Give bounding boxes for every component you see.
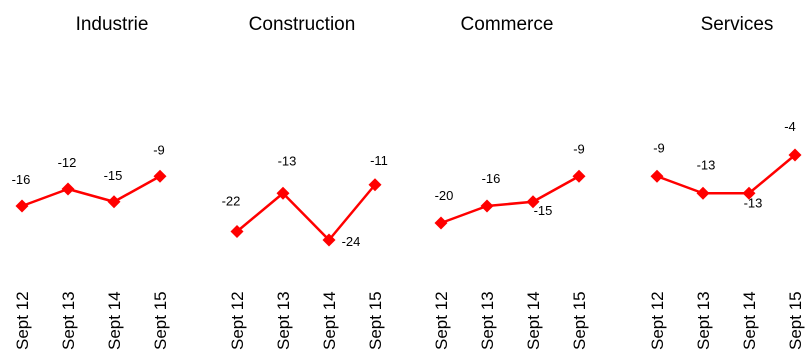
data-point-marker — [480, 199, 494, 213]
x-tick-label: Sept 12 — [432, 291, 451, 350]
data-label: -22 — [222, 194, 241, 209]
x-tick-label: Sept 14 — [105, 291, 124, 350]
data-label: -13 — [744, 195, 763, 210]
x-tick-label: Sept 13 — [694, 291, 713, 350]
x-tick-label: Sept 14 — [524, 291, 543, 350]
data-label: -13 — [697, 157, 716, 172]
data-point-marker — [742, 186, 756, 200]
data-label: -9 — [653, 140, 665, 155]
data-label: -20 — [435, 188, 454, 203]
data-label: -24 — [342, 234, 361, 249]
x-tick-label: Sept 13 — [478, 291, 497, 350]
data-point-marker — [434, 216, 448, 230]
data-label: -13 — [278, 153, 297, 168]
chart-title-commerce: Commerce — [461, 14, 554, 35]
data-label: -9 — [573, 141, 585, 156]
data-point-marker — [526, 195, 540, 209]
x-tick-label: Sept 15 — [151, 291, 170, 350]
chart-title-services: Services — [701, 14, 774, 35]
data-point-marker — [15, 199, 29, 213]
data-label: -12 — [58, 155, 77, 170]
data-point-marker — [276, 186, 290, 200]
x-tick-label: Sept 15 — [786, 291, 805, 350]
data-label: -9 — [153, 142, 165, 157]
chart-title-construction: Construction — [249, 14, 356, 35]
data-point-marker — [61, 182, 75, 196]
data-point-marker — [322, 233, 336, 247]
series-line-services — [656, 154, 796, 195]
series-line-commerce — [440, 175, 580, 225]
data-point-marker — [650, 169, 664, 183]
data-point-marker — [230, 225, 244, 238]
x-tick-label: Sept 13 — [59, 291, 78, 350]
data-point-marker — [368, 178, 382, 192]
series-line-industrie — [21, 175, 161, 208]
x-tick-label: Sept 12 — [228, 291, 247, 350]
data-label: -11 — [370, 153, 388, 168]
series-line-construction — [236, 183, 376, 242]
x-tick-label: Sept 15 — [366, 291, 385, 350]
data-label: -16 — [482, 171, 501, 186]
data-label: -15 — [534, 203, 553, 218]
x-tick-label: Sept 14 — [320, 291, 339, 350]
data-point-marker — [107, 195, 121, 209]
data-label: -4 — [784, 119, 796, 134]
data-point-marker — [788, 148, 802, 162]
data-point-marker — [572, 169, 586, 183]
data-label: -15 — [104, 168, 123, 183]
chart-title-industrie: Industrie — [76, 14, 149, 35]
x-tick-label: Sept 13 — [274, 291, 293, 350]
data-point-marker — [153, 169, 167, 183]
data-point-marker — [696, 186, 710, 200]
x-tick-label: Sept 12 — [648, 291, 667, 350]
x-tick-label: Sept 14 — [740, 291, 759, 350]
data-label: -16 — [12, 172, 31, 187]
x-tick-label: Sept 15 — [570, 291, 589, 350]
x-tick-label: Sept 12 — [13, 291, 32, 350]
